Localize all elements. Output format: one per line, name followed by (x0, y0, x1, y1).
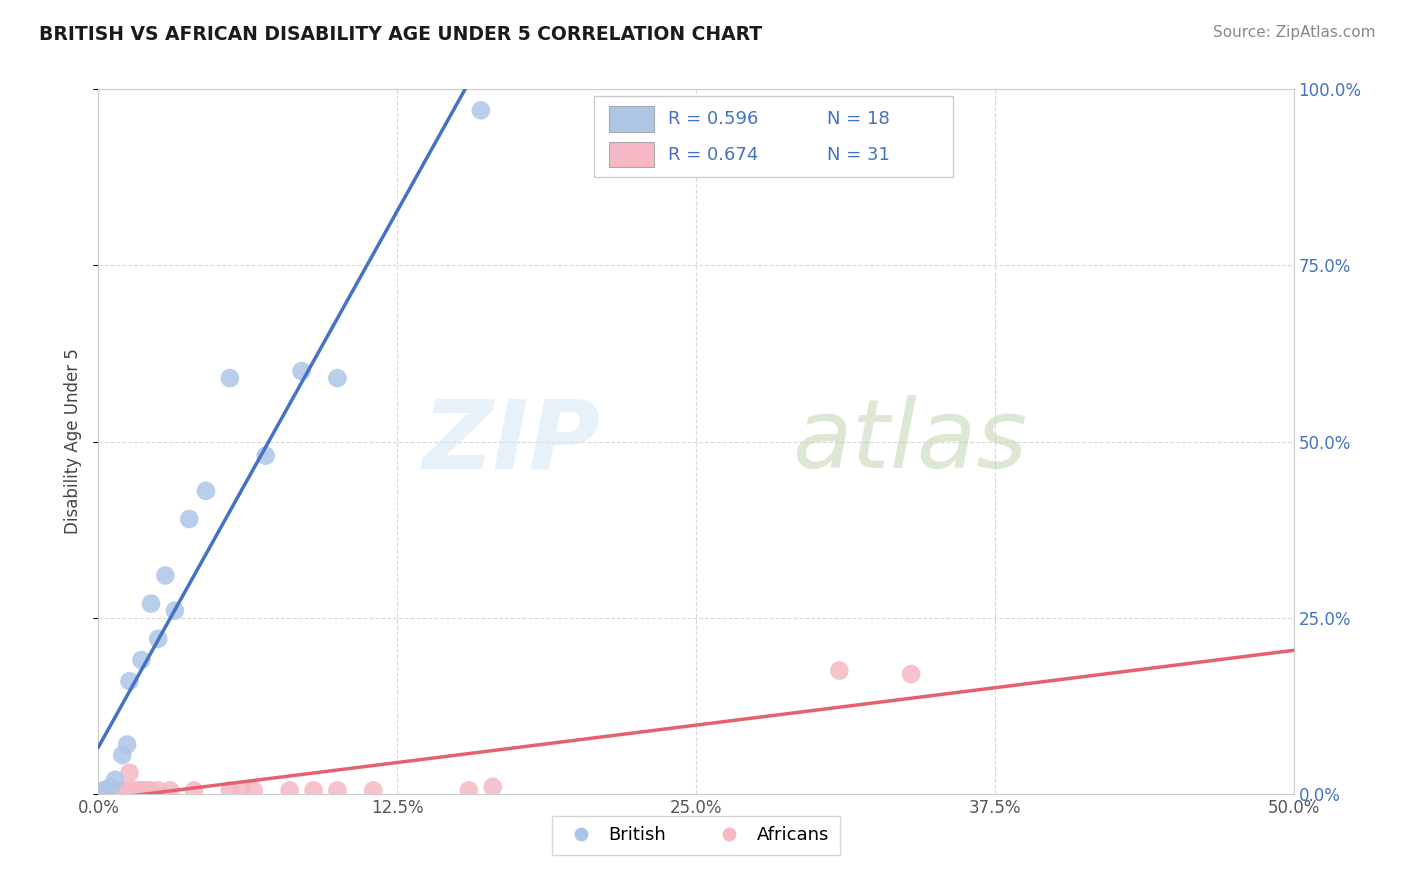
Text: R = 0.674: R = 0.674 (668, 145, 759, 163)
Point (243, 783, 266, 797)
Point (115, 738, 138, 752)
Point (195, 483, 218, 498)
Point (219, 371, 242, 385)
Text: BRITISH VS AFRICAN DISABILITY AGE UNDER 5 CORRELATION CHART: BRITISH VS AFRICAN DISABILITY AGE UNDER … (39, 25, 762, 44)
Point (481, 780, 505, 794)
Text: N = 18: N = 18 (827, 110, 890, 128)
Point (131, 783, 153, 797)
Point (219, 783, 242, 797)
Point (124, 783, 146, 797)
Point (363, 783, 385, 797)
Point (111, 748, 134, 763)
Text: R = 0.596: R = 0.596 (668, 110, 759, 128)
Point (900, 667, 922, 681)
Point (183, 783, 205, 797)
Point (118, 674, 141, 689)
Point (148, 632, 170, 646)
Point (115, 783, 138, 797)
Point (291, 364, 314, 378)
Point (326, 783, 349, 797)
Text: N = 31: N = 31 (827, 145, 890, 163)
Point (94, 783, 117, 797)
Point (107, 783, 129, 797)
Point (125, 783, 148, 797)
Point (163, 604, 186, 618)
Point (104, 772, 127, 787)
Point (458, 783, 481, 797)
Point (98, 780, 122, 794)
FancyBboxPatch shape (609, 106, 654, 132)
Point (108, 784, 131, 798)
Point (278, 783, 301, 797)
FancyBboxPatch shape (595, 96, 953, 178)
Point (326, 371, 349, 385)
Point (98, 783, 122, 797)
Point (132, 783, 155, 797)
Point (91, 783, 114, 797)
Point (302, 783, 325, 797)
Point (118, 765, 141, 780)
Y-axis label: Disability Age Under 5: Disability Age Under 5 (65, 349, 83, 534)
Point (128, 783, 150, 797)
Point (254, 449, 277, 463)
Point (114, 784, 136, 798)
Text: Source: ZipAtlas.com: Source: ZipAtlas.com (1212, 25, 1375, 40)
Point (104, 783, 127, 797)
Point (470, 103, 492, 118)
Legend: British, Africans: British, Africans (553, 815, 839, 855)
Point (101, 785, 124, 799)
Point (135, 783, 157, 797)
Point (131, 653, 153, 667)
Point (111, 783, 134, 797)
Point (828, 664, 851, 678)
Point (155, 568, 177, 582)
FancyBboxPatch shape (609, 142, 654, 168)
Text: atlas: atlas (792, 395, 1026, 488)
Point (231, 783, 253, 797)
Text: ZIP: ZIP (422, 395, 600, 488)
Point (159, 783, 181, 797)
Point (179, 512, 201, 526)
Point (139, 783, 162, 797)
Point (148, 783, 170, 797)
Point (139, 597, 162, 611)
